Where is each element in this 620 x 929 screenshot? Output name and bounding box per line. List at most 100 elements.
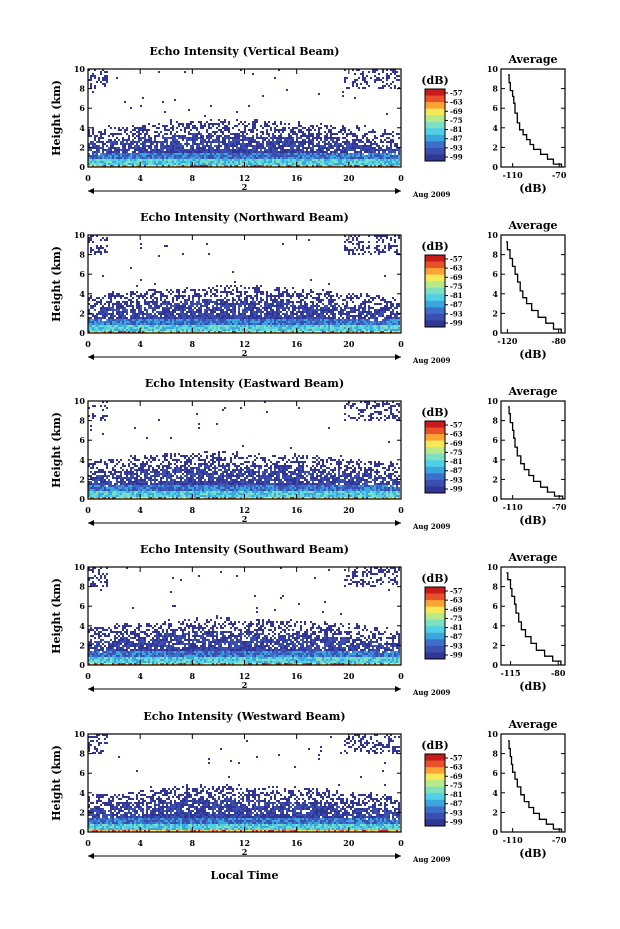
heatmap-cell — [308, 131, 310, 133]
heatmap-cell — [228, 319, 230, 321]
heatmap-cell — [114, 133, 116, 135]
heatmap-cell — [282, 157, 284, 159]
heatmap-cell — [344, 155, 346, 157]
heatmap-cell — [178, 159, 180, 161]
heatmap-cell — [254, 155, 256, 157]
heatmap-cell — [200, 303, 202, 305]
heatmap-cell — [266, 319, 268, 321]
heatmap-cell — [314, 309, 316, 311]
heatmap-cell — [288, 127, 290, 129]
heatmap-cell — [230, 149, 232, 151]
heatmap-cell — [286, 301, 288, 303]
heatmap-cell — [140, 137, 142, 139]
heatmap-cell — [330, 161, 332, 163]
heatmap-cell — [344, 141, 346, 143]
heatmap-cell — [226, 329, 228, 331]
heatmap-cell — [386, 159, 388, 161]
heatmap-cell — [318, 141, 320, 143]
heatmap-cell — [280, 317, 282, 319]
heatmap-cell — [276, 163, 278, 165]
heatmap-cell — [240, 163, 242, 165]
heatmap-cell — [228, 327, 230, 329]
heatmap-cell — [330, 125, 332, 127]
heatmap-cell — [226, 295, 228, 297]
heatmap-cell — [150, 305, 152, 307]
heatmap-cell — [202, 299, 204, 301]
heatmap-cell — [200, 311, 202, 313]
heatmap-cell — [148, 307, 150, 309]
heatmap-cell — [224, 319, 226, 321]
heatmap-cell — [362, 159, 364, 161]
heatmap-cell — [282, 295, 284, 297]
heatmap-cell — [146, 317, 148, 319]
heatmap-cell — [328, 315, 330, 317]
heatmap-cell — [310, 125, 312, 127]
heatmap-cell — [286, 321, 288, 323]
heatmap-cell — [224, 325, 226, 327]
heatmap-cell — [140, 313, 142, 315]
heatmap-cell — [114, 127, 116, 129]
heatmap-cell — [268, 329, 270, 331]
heatmap-cell — [394, 143, 396, 145]
heatmap-cell — [278, 313, 280, 315]
heatmap-cell — [308, 307, 310, 309]
heatmap-cell — [200, 135, 202, 137]
heatmap-cell — [280, 303, 282, 305]
heatmap-cell — [130, 131, 132, 133]
heatmap-cell — [112, 325, 114, 327]
heatmap-cell — [326, 327, 328, 329]
heatmap-cell — [126, 127, 128, 129]
heatmap-cell — [148, 163, 150, 165]
heatmap-cell — [198, 315, 200, 317]
heatmap-cell — [300, 135, 302, 137]
heatmap-cell — [240, 139, 242, 141]
heatmap-cell — [202, 313, 204, 315]
heatmap-cell — [196, 317, 198, 319]
heatmap-cell — [110, 325, 112, 327]
heatmap-cell — [370, 153, 372, 155]
heatmap-cell — [156, 327, 158, 329]
heatmap-cell — [102, 313, 104, 315]
heatmap-cell — [222, 291, 224, 293]
heatmap-cell — [158, 325, 160, 327]
heatmap-cell — [126, 165, 128, 167]
heatmap-cell — [292, 143, 294, 145]
heatmap-cell — [244, 157, 246, 159]
heatmap-cell — [160, 145, 162, 147]
heatmap-cell — [286, 303, 288, 305]
heatmap-cell — [308, 315, 310, 317]
heatmap-cell — [160, 293, 162, 295]
heatmap-cell — [178, 163, 180, 165]
heatmap-cell — [318, 301, 320, 303]
heatmap-cell — [368, 159, 370, 161]
heatmap-cell — [290, 297, 292, 299]
heatmap-cell — [106, 71, 108, 73]
heatmap-cell — [144, 135, 146, 137]
heatmap-cell — [236, 147, 238, 149]
heatmap-cell — [390, 139, 392, 141]
heatmap-cell — [270, 331, 272, 333]
heatmap-cell — [88, 331, 90, 333]
heatmap-cell — [338, 325, 340, 327]
heatmap-cell — [112, 135, 114, 137]
heatmap-cell — [168, 301, 170, 303]
heatmap-cell — [168, 319, 170, 321]
heatmap-cell — [256, 297, 258, 299]
heatmap-cell — [262, 127, 264, 129]
heatmap-cell — [164, 155, 166, 157]
heatmap-cell — [184, 151, 186, 153]
heatmap-cell — [232, 315, 234, 317]
heatmap-cell — [96, 135, 98, 137]
heatmap-cell — [328, 159, 330, 161]
heatmap-cell — [302, 133, 304, 135]
heatmap-cell — [338, 319, 340, 321]
heatmap-cell — [162, 143, 164, 145]
heatmap-cell — [362, 149, 364, 151]
heatmap-cell — [270, 151, 272, 153]
heatmap-cell — [220, 299, 222, 301]
heatmap-cell — [198, 301, 200, 303]
heatmap-cell — [376, 149, 378, 151]
heatmap-cell — [390, 157, 392, 159]
heatmap-cell — [244, 309, 246, 311]
heatmap-cell — [222, 331, 224, 333]
